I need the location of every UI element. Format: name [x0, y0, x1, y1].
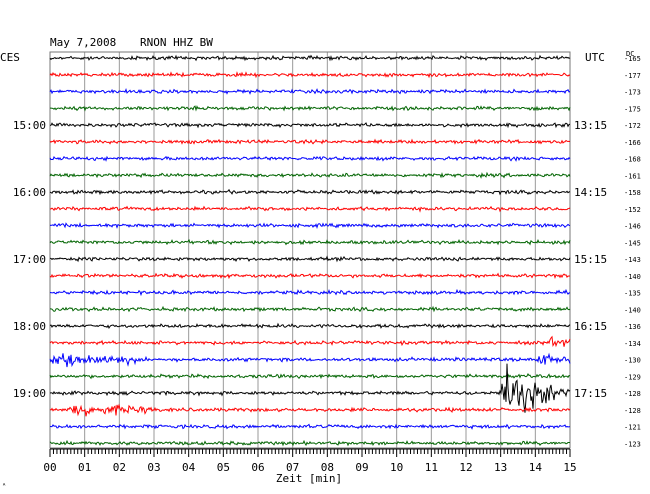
right-time-label: 16:15: [574, 320, 607, 333]
x-tick-label: 08: [321, 461, 334, 474]
time-labels: 15:00 16:00 17:00 18:00 19:00 13:15 14:15 15:15…: [13, 119, 607, 400]
seismic-trace: [49, 363, 571, 413]
seismic-trace: [49, 322, 571, 329]
header-date: May 7,2008: [50, 36, 116, 49]
seismic-trace: [49, 373, 571, 380]
left-time-label: 16:00: [13, 186, 46, 199]
left-time-label: 15:00: [13, 119, 46, 132]
seismic-trace: [49, 155, 571, 162]
dc-offset-label: -128: [624, 390, 641, 398]
dc-offset-label: -158: [624, 189, 641, 197]
x-tick-label: 12: [459, 461, 472, 474]
seismic-trace: [49, 288, 571, 297]
x-tick-label: 13: [494, 461, 507, 474]
x-tick-label: 07: [286, 461, 299, 474]
dc-offset-label: -123: [624, 440, 641, 448]
right-timezone-label: UTC: [585, 51, 605, 64]
dc-offset-label: -177: [624, 72, 641, 80]
seismic-trace: [50, 105, 571, 112]
seismic-trace: [49, 71, 571, 79]
plot-frame: [49, 51, 571, 449]
dc-offset-label: -143: [624, 256, 641, 264]
x-tick-label: 06: [251, 461, 264, 474]
x-tick-label: 10: [390, 461, 403, 474]
left-time-label: 19:00: [13, 387, 46, 400]
dc-offset-label: -140: [624, 306, 641, 314]
seismic-trace: [49, 439, 571, 447]
dc-offset-label: -146: [624, 223, 641, 231]
seismic-trace: [49, 352, 571, 368]
seismic-trace: [49, 171, 571, 179]
x-tick-label: 14: [529, 461, 543, 474]
x-tick-label: 09: [355, 461, 368, 474]
dc-offset-label: -121: [624, 424, 641, 432]
right-time-label: 15:15: [574, 253, 607, 266]
x-axis: 00 01 02 03 04 05 06 07 08 09 10 11 12 13 14 15: [43, 448, 577, 474]
dc-offset-label: -136: [624, 323, 641, 331]
right-time-label: 13:15: [574, 119, 607, 132]
dc-offset-label: -168: [624, 156, 641, 164]
seismic-trace: [49, 238, 571, 246]
dc-offset-label: -128: [624, 407, 641, 415]
dc-offset-label: -135: [624, 290, 641, 298]
seismic-trace: [49, 335, 571, 348]
seismic-trace: [49, 255, 571, 263]
seismic-trace: [49, 222, 571, 230]
dc-offset-label: -129: [624, 373, 641, 381]
trace-group: [49, 54, 571, 447]
seismic-trace: [49, 423, 571, 430]
x-tick-label: 00: [43, 461, 56, 474]
dc-offset-label: -175: [624, 105, 641, 113]
x-tick-label: 02: [113, 461, 126, 474]
x-tick-label: 04: [182, 461, 196, 474]
dc-offset-label: -145: [624, 239, 641, 247]
dc-offset-label: -140: [624, 273, 641, 281]
header-station: RNON HHZ BW: [140, 36, 213, 49]
left-time-label: 18:00: [13, 320, 46, 333]
x-tick-label: 15: [563, 461, 576, 474]
dc-offset-label: -166: [624, 139, 641, 147]
dc-offset-label: -134: [624, 340, 641, 348]
seismic-trace: [49, 138, 571, 145]
x-tick-label: 11: [425, 461, 438, 474]
dc-offset-labels: -165 -177 -173 -175 -172 -166 -168 -161 -158 -152…: [624, 55, 641, 448]
seismic-trace: [49, 188, 571, 196]
seismic-trace: [49, 54, 571, 62]
x-tick-label: 01: [78, 461, 91, 474]
dc-offset-label: -152: [624, 206, 641, 214]
dc-offset-label: -161: [624, 172, 641, 180]
dc-offset-label: -172: [624, 122, 641, 130]
seismic-trace: [49, 272, 571, 280]
left-time-label: 17:00: [13, 253, 46, 266]
x-tick-label: 05: [217, 461, 230, 474]
dc-label: DC: [626, 50, 634, 58]
seismic-trace: [49, 122, 571, 129]
seismic-trace: [50, 305, 571, 313]
seismic-trace: [49, 87, 571, 95]
dc-offset-label: -130: [624, 357, 641, 365]
seismic-trace: [49, 205, 571, 213]
corner-mark: ᴬ: [2, 481, 6, 490]
time-grid: [49, 51, 571, 449]
right-time-label: 14:15: [574, 186, 607, 199]
dc-offset-label: -165: [624, 55, 641, 63]
dc-offset-label: -173: [624, 89, 641, 97]
seismic-trace: [49, 403, 571, 417]
x-axis-title: Zeit [min]: [276, 472, 342, 485]
x-tick-label: 03: [147, 461, 160, 474]
left-timezone-label: CES: [0, 51, 20, 64]
right-time-label: 17:15: [574, 387, 607, 400]
